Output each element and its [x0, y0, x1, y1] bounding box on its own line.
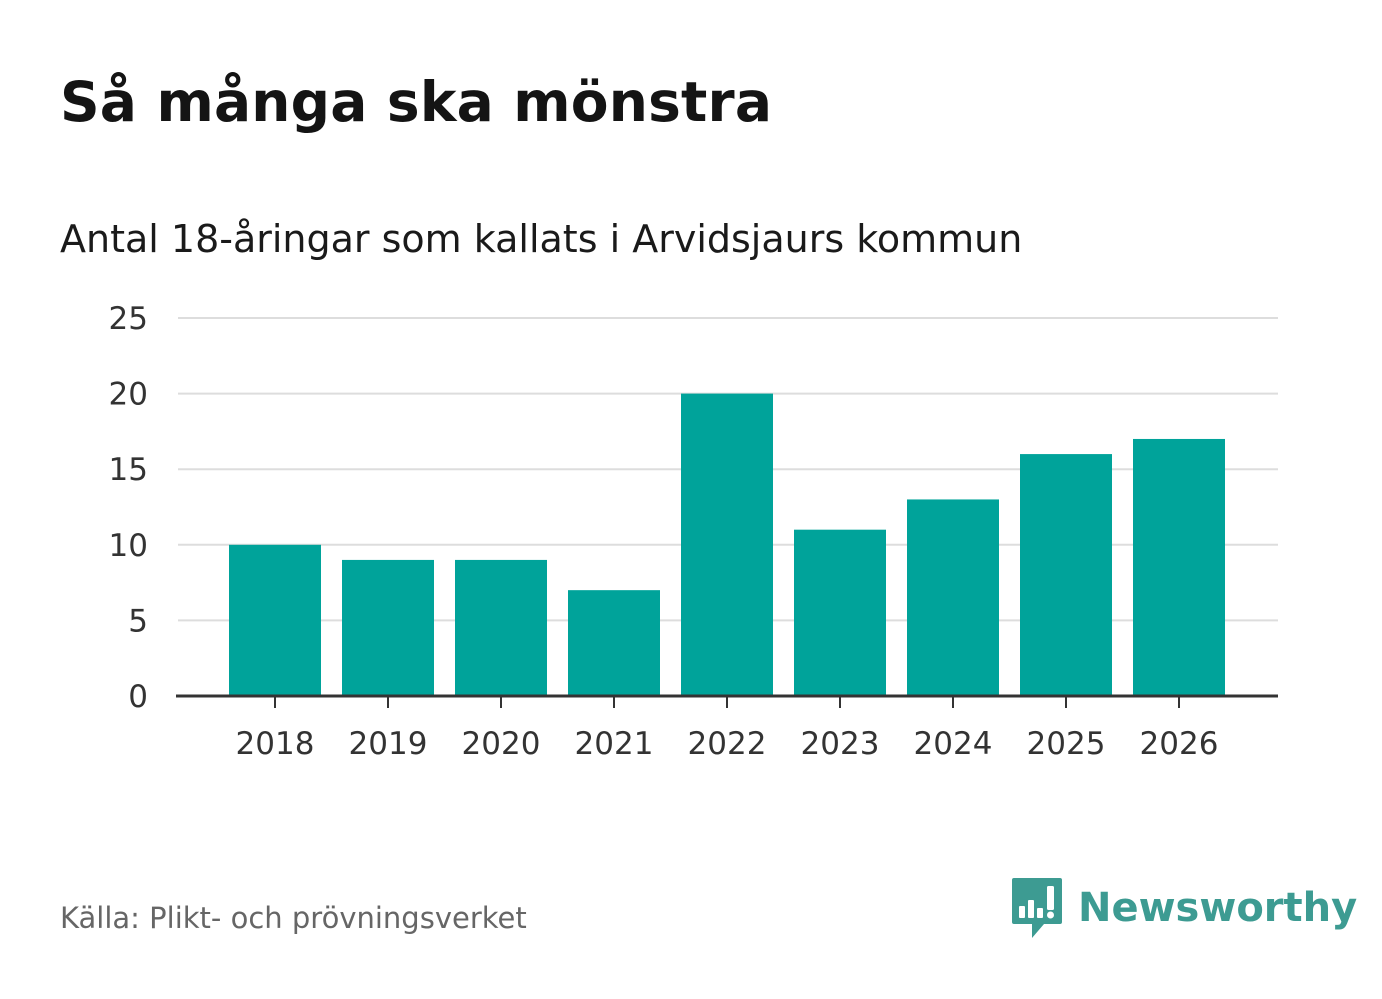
brand-logo: Newsworthy — [1010, 876, 1357, 940]
x-tick-label: 2018 — [236, 726, 315, 762]
x-tick-label: 2022 — [688, 726, 767, 762]
x-tick-label: 2024 — [914, 726, 993, 762]
bar-2026 — [1133, 438, 1225, 696]
bar-2021 — [568, 590, 660, 696]
y-tick-label: 5 — [128, 603, 148, 639]
x-tick-label: 2019 — [349, 726, 428, 762]
x-tick-label: 2020 — [462, 726, 541, 762]
bar-2024 — [907, 499, 999, 696]
bars — [229, 393, 1225, 696]
y-tick-label: 15 — [109, 452, 148, 488]
y-tick-label: 25 — [109, 301, 148, 337]
x-tick-label: 2021 — [575, 726, 654, 762]
x-tick-label: 2023 — [801, 726, 880, 762]
y-tick-label: 0 — [128, 679, 148, 715]
chart-subtitle: Antal 18-åringar som kallats i Arvidsjau… — [60, 217, 1023, 261]
x-axis-tick-labels: 2018 2019 2020 2021 2022 2023 2024 2025 2026 — [236, 726, 1219, 762]
chart-title: Så många ska mönstra — [60, 70, 773, 134]
y-tick-label: 10 — [109, 528, 148, 564]
bar-2022 — [681, 393, 773, 696]
x-tick-label: 2025 — [1027, 726, 1106, 762]
bar-2018 — [229, 544, 321, 696]
y-tick-label: 20 — [109, 377, 148, 413]
bar-2019 — [342, 559, 434, 696]
bar-2023 — [794, 529, 886, 696]
x-tick-label: 2026 — [1140, 726, 1219, 762]
bar-2020 — [455, 559, 547, 696]
source-note: Källa: Plikt- och prövningsverket — [60, 901, 527, 935]
newsworthy-logo-icon — [1012, 878, 1062, 938]
bar-2025 — [1020, 454, 1112, 696]
brand-name: Newsworthy — [1078, 885, 1358, 931]
y-axis-tick-labels: 0 5 10 15 20 25 — [109, 301, 148, 715]
x-axis — [176, 694, 1278, 708]
